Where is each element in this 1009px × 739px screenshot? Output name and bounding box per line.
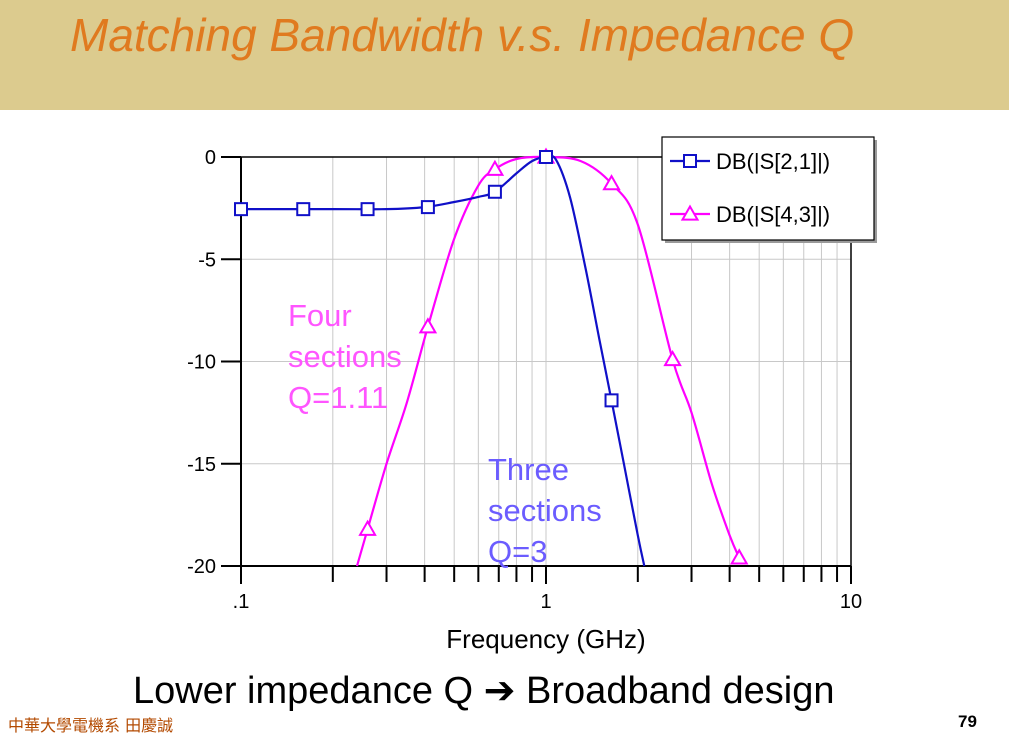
y-tick-label: -20 bbox=[187, 556, 216, 578]
data-point bbox=[358, 519, 377, 536]
series-layer bbox=[234, 147, 749, 567]
x-tick-label: 1 bbox=[540, 591, 551, 613]
title-band bbox=[0, 0, 1009, 110]
data-point bbox=[420, 200, 435, 215]
legend: DB(|S[2,1]|) DB(|S[4,3]|) bbox=[661, 136, 877, 243]
x-tick-label: 10 bbox=[840, 591, 862, 613]
y-tick-label: -10 bbox=[187, 352, 216, 374]
annotation-line: sections bbox=[488, 493, 602, 528]
data-point bbox=[360, 202, 375, 217]
conclusion-right: Broadband design bbox=[526, 670, 835, 712]
annotation-line: Three bbox=[488, 452, 569, 487]
annotation-line: Q=1.11 bbox=[288, 380, 388, 415]
data-point bbox=[663, 349, 682, 367]
legend-marker bbox=[683, 154, 697, 168]
data-point bbox=[296, 202, 311, 217]
slide-title: Matching Bandwidth v.s. Impedance Q bbox=[70, 9, 855, 61]
legend-label: DB(|S[2,1]|) bbox=[716, 149, 830, 174]
annotation-four: Four sections Q=1.11 bbox=[288, 298, 402, 415]
x-tick-label: .1 bbox=[233, 591, 250, 613]
legend-marker bbox=[680, 204, 700, 221]
x-axis-label: Frequency (GHz) bbox=[446, 624, 645, 654]
data-point bbox=[604, 393, 619, 408]
data-point bbox=[539, 150, 553, 164]
data-point bbox=[729, 548, 749, 565]
legend-label: DB(|S[4,3]|) bbox=[716, 202, 830, 227]
data-point bbox=[485, 159, 505, 176]
conclusion: Lower impedance Q ➔ Broadband design bbox=[133, 668, 835, 713]
y-tick-label: -5 bbox=[198, 249, 216, 271]
annotation-three: Three sections Q=3 bbox=[488, 452, 602, 569]
arrow-icon: ➔ bbox=[483, 670, 516, 712]
data-point bbox=[487, 184, 502, 199]
annotation-line: Four bbox=[288, 298, 352, 333]
annotation-layer: Four sections Q=1.11 Three sections Q=3 bbox=[288, 298, 602, 569]
footer-author: 中華大學電機系 田慶誠 bbox=[8, 716, 174, 735]
page-number: 79 bbox=[958, 712, 977, 731]
conclusion-left: Lower impedance Q bbox=[133, 670, 474, 712]
series-line bbox=[355, 155, 741, 567]
annotation-line: sections bbox=[288, 339, 402, 374]
series-1 bbox=[234, 150, 646, 567]
legend-box bbox=[661, 136, 875, 241]
annotation-line: Q=3 bbox=[488, 534, 547, 569]
axis-layer: 0 -5 -10 -15 -20 .1 1 10 Frequency (GHz) bbox=[187, 147, 862, 654]
y-tick-label: -15 bbox=[187, 454, 216, 476]
data-point bbox=[602, 174, 621, 191]
y-tick-label: 0 bbox=[205, 147, 216, 169]
data-point bbox=[234, 202, 248, 217]
data-point bbox=[418, 317, 438, 334]
